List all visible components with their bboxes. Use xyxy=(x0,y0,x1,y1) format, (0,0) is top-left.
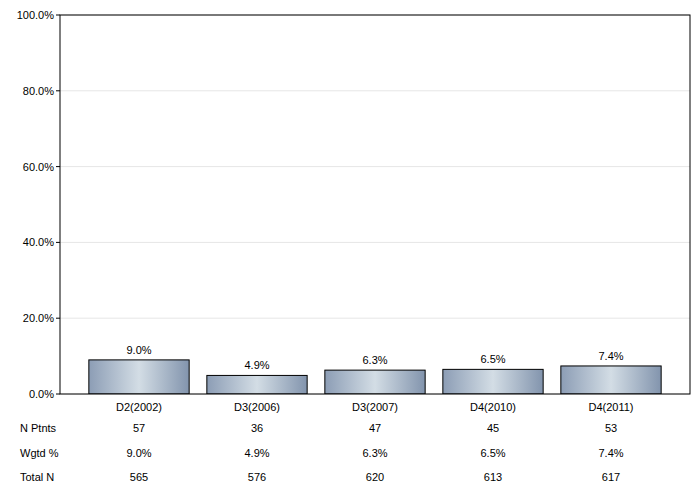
bar xyxy=(561,366,661,394)
y-tick xyxy=(56,394,60,395)
table-cell: 613 xyxy=(484,471,502,483)
plot-frame xyxy=(60,15,690,394)
y-tick-label: 100.0% xyxy=(17,9,55,21)
grid-line xyxy=(60,90,690,91)
table-row-label: N Ptnts xyxy=(20,422,57,434)
table-row-label: Total N xyxy=(20,471,54,483)
bar xyxy=(443,369,543,394)
grid-line xyxy=(60,318,690,319)
data-label: 4.9% xyxy=(244,359,269,371)
table-cell: 6.5% xyxy=(480,447,505,459)
bar xyxy=(325,370,425,394)
y-tick-label: 20.0% xyxy=(23,312,54,324)
bar xyxy=(89,360,189,394)
x-tick-label: D3(2007) xyxy=(352,401,398,413)
x-tick-label: D4(2010) xyxy=(470,401,516,413)
table-cell: 6.3% xyxy=(362,447,387,459)
y-tick xyxy=(56,242,60,243)
y-tick xyxy=(56,166,60,167)
data-label: 6.3% xyxy=(362,354,387,366)
table-cell: 620 xyxy=(366,471,384,483)
x-tick-label: D3(2006) xyxy=(234,401,280,413)
y-tick-label: 60.0% xyxy=(23,161,54,173)
y-tick xyxy=(56,90,60,91)
chart: 0.0% 20.0% 40.0% 60.0% 80.0% 100.0% 9.0% 4.9% 6.… xyxy=(0,0,700,500)
table-cell: 9.0% xyxy=(126,447,151,459)
data-label: 6.5% xyxy=(480,353,505,365)
y-tick-label: 0.0% xyxy=(29,388,54,400)
data-label: 9.0% xyxy=(126,344,151,356)
bar xyxy=(207,375,307,394)
table-cell: 565 xyxy=(130,471,148,483)
table-cell: 47 xyxy=(369,422,381,434)
table-cell: 617 xyxy=(602,471,620,483)
y-tick xyxy=(56,15,60,16)
table-cell: 7.4% xyxy=(598,447,623,459)
table-row-label: Wgtd % xyxy=(20,447,59,459)
y-tick-label: 80.0% xyxy=(23,85,54,97)
y-tick-label: 40.0% xyxy=(23,236,54,248)
data-label: 7.4% xyxy=(598,350,623,362)
table-cell: 576 xyxy=(248,471,266,483)
table-cell: 4.9% xyxy=(244,447,269,459)
grid-line xyxy=(60,242,690,243)
x-tick-label: D2(2002) xyxy=(116,401,162,413)
y-tick xyxy=(56,318,60,319)
table-cell: 53 xyxy=(605,422,617,434)
grid-line xyxy=(60,166,690,167)
x-tick-label: D4(2011) xyxy=(588,401,633,413)
table-cell: 45 xyxy=(487,422,499,434)
table-cell: 36 xyxy=(251,422,263,434)
table-cell: 57 xyxy=(133,422,145,434)
